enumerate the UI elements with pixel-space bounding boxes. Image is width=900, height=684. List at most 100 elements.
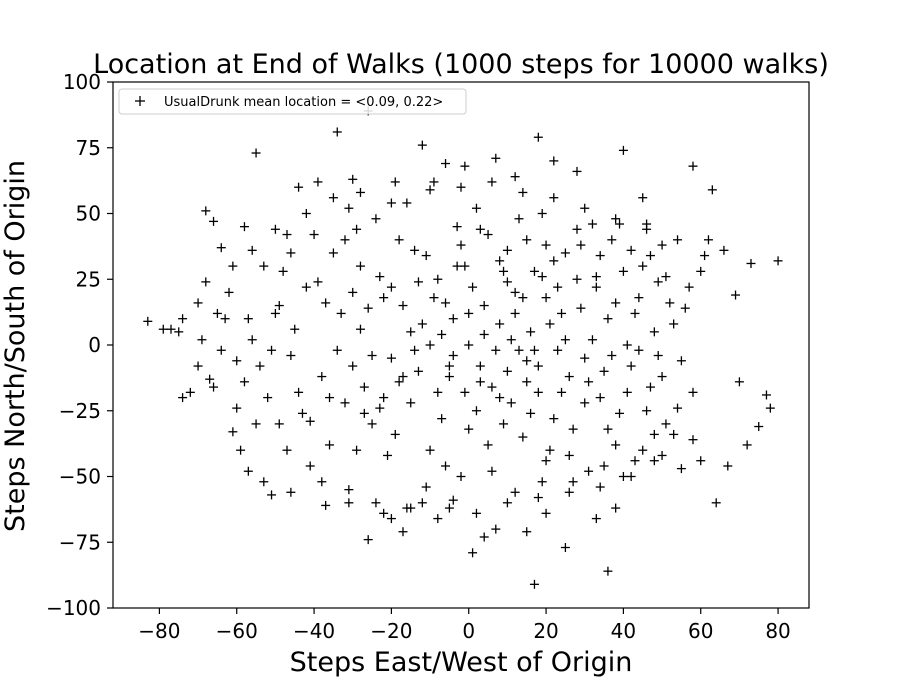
data-point: [348, 174, 358, 184]
data-point: [634, 345, 644, 355]
data-point: [533, 132, 543, 142]
data-point: [313, 177, 323, 187]
data-point: [529, 345, 539, 355]
data-point: [340, 235, 350, 245]
data-point: [468, 548, 478, 558]
data-point: [398, 527, 408, 537]
x-tick-label: −80: [138, 619, 180, 643]
data-point: [410, 245, 420, 255]
data-point: [325, 440, 335, 450]
data-point: [201, 277, 211, 287]
data-point: [363, 303, 373, 313]
data-point: [599, 461, 609, 471]
data-point: [239, 222, 249, 232]
data-point: [510, 487, 520, 497]
legend-marker: [135, 96, 145, 106]
data-point: [452, 261, 462, 271]
x-tick-label: 60: [688, 619, 713, 643]
data-point: [502, 498, 512, 508]
data-point: [669, 429, 679, 439]
data-point: [390, 177, 400, 187]
data-point: [545, 445, 555, 455]
data-point: [386, 282, 396, 292]
data-point: [541, 240, 551, 250]
data-point: [649, 327, 659, 337]
x-axis-label: Steps East/West of Origin: [290, 647, 633, 678]
y-tick-label: 0: [88, 333, 101, 357]
data-point: [595, 393, 605, 403]
data-point: [386, 353, 396, 363]
data-point: [228, 261, 238, 271]
data-point: [761, 390, 771, 400]
data-point: [622, 340, 632, 350]
data-point: [673, 235, 683, 245]
data-point: [669, 319, 679, 329]
data-point: [560, 248, 570, 258]
data-point: [626, 361, 636, 371]
data-point: [464, 308, 474, 318]
data-point: [615, 219, 625, 229]
data-point: [754, 422, 764, 432]
data-point: [313, 277, 323, 287]
data-point: [348, 287, 358, 297]
data-point: [611, 214, 621, 224]
data-point: [425, 185, 435, 195]
data-point: [375, 272, 385, 282]
data-point: [209, 216, 219, 226]
data-point: [309, 230, 319, 240]
data-point: [591, 514, 601, 524]
data-point: [723, 461, 733, 471]
data-point: [611, 440, 621, 450]
data-point: [595, 482, 605, 492]
data-point: [657, 240, 667, 250]
data-point: [649, 456, 659, 466]
data-point: [665, 298, 675, 308]
data-point: [340, 398, 350, 408]
data-point: [433, 274, 443, 284]
data-point: [471, 203, 481, 213]
data-point: [479, 301, 489, 311]
data-point: [499, 266, 509, 276]
data-point: [634, 293, 644, 303]
data-point: [359, 408, 369, 418]
y-axis-label: Steps North/South of Origin: [0, 160, 31, 532]
data-point: [526, 408, 536, 418]
data-point: [518, 432, 528, 442]
data-point: [255, 361, 265, 371]
data-point: [394, 235, 404, 245]
data-point: [607, 235, 617, 245]
data-point: [355, 324, 365, 334]
data-point: [332, 127, 342, 137]
data-point: [452, 222, 462, 232]
data-point: [688, 161, 698, 171]
data-point: [502, 277, 512, 287]
data-point: [441, 298, 451, 308]
data-point: [301, 209, 311, 218]
data-point: [236, 445, 246, 455]
data-point: [526, 327, 536, 337]
data-point: [166, 324, 176, 334]
data-point: [305, 461, 315, 471]
x-tick-label: 80: [765, 619, 790, 643]
data-point: [286, 351, 296, 361]
data-point: [642, 406, 652, 416]
data-point: [444, 372, 454, 382]
data-point: [495, 256, 505, 266]
data-point: [707, 185, 717, 195]
data-point: [321, 500, 331, 510]
x-tick-label: 20: [533, 619, 558, 643]
y-tick-label: 100: [63, 70, 101, 94]
data-point: [487, 466, 497, 476]
data-point: [580, 398, 590, 408]
data-point: [456, 240, 466, 250]
y-tick-label: −25: [59, 399, 101, 423]
chart-title: Location at End of Walks (1000 steps for…: [93, 49, 829, 80]
data-point: [529, 579, 539, 589]
data-point: [773, 256, 783, 266]
data-point: [286, 487, 296, 497]
data-point: [618, 266, 628, 276]
data-point: [595, 251, 605, 261]
data-point: [290, 324, 300, 334]
data-point: [506, 335, 516, 345]
data-point: [626, 472, 636, 481]
